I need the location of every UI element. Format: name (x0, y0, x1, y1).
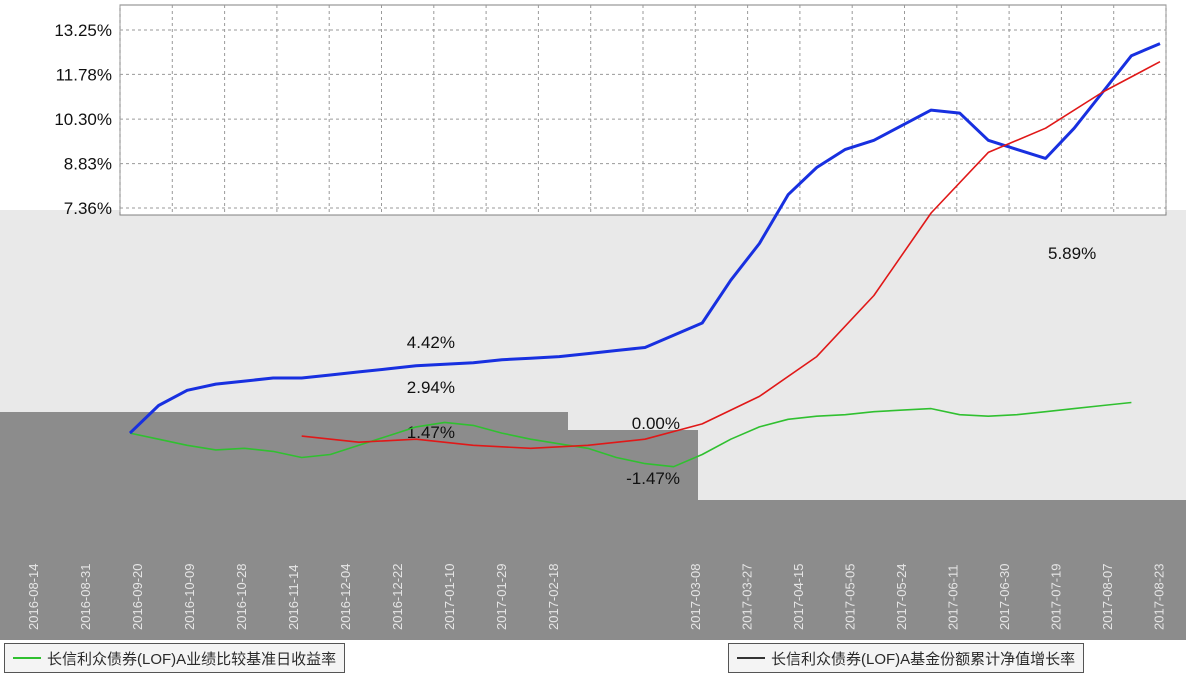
x-tick-label: 2017-01-29 (494, 564, 509, 631)
x-tick-layer: 2016-08-14 2016-08-31 2016-09-20 2016-10-09… (26, 564, 1167, 631)
legend-swatch-benchmark (13, 657, 41, 659)
gray-block-right (698, 500, 1186, 640)
x-tick-label: 2017-06-30 (997, 564, 1012, 631)
gray-block-mid (568, 430, 698, 508)
y-tick-label: -1.47% (626, 469, 680, 488)
gray-block-left (0, 412, 568, 508)
x-tick-label: 2017-04-15 (791, 564, 806, 631)
x-tick-label: 2017-03-08 (688, 564, 703, 631)
series-layer (128, 42, 1161, 468)
y-tick-label: 0.00% (632, 414, 680, 433)
x-tick-label: 2016-11-14 (286, 564, 301, 630)
x-tick-label: 2016-12-22 (390, 564, 405, 631)
gray-block-lower (0, 508, 698, 640)
series-line-1 (128, 42, 1161, 435)
y-tick-label: 1.47% (407, 423, 455, 442)
x-tick-label: 2017-05-24 (894, 564, 909, 631)
y-tick-label: 11.78% (56, 65, 112, 84)
y-tick-label: 10.30% (54, 110, 112, 129)
x-tick-label: 2017-08-07 (1100, 564, 1115, 631)
grid-layer (119, 5, 1167, 212)
legend-swatch-fund (737, 657, 765, 659)
legend-left: 长信利众债券(LOF)A业绩比较基准日收益率 (4, 643, 346, 673)
x-tick-label: 2016-08-31 (78, 564, 93, 631)
series-line-2 (301, 60, 1161, 450)
x-tick-label: 2016-09-20 (130, 564, 145, 631)
y-tick-label: 2.94% (407, 378, 455, 397)
x-tick-label: 2017-02-18 (546, 564, 561, 631)
x-tick-label: 2017-03-27 (740, 564, 755, 631)
y-tick-label: 4.42% (407, 333, 455, 352)
legend-right: 长信利众债券(LOF)A基金份额累计净值增长率 (728, 643, 1085, 673)
series-line-0 (129, 401, 1132, 468)
x-tick-label: 2017-08-23 (1152, 564, 1167, 631)
x-tick-label: 2017-01-10 (442, 564, 457, 631)
x-tick-label: 2016-10-28 (234, 564, 249, 631)
x-tick-label: 2016-12-04 (338, 564, 353, 631)
y-tick-layer: 13.25% 11.78% 10.30% 8.83% 7.36% 4.42% 2.94% 1.… (54, 21, 1096, 488)
x-tick-label: 2016-08-14 (26, 564, 41, 631)
x-tick-label: 2016-10-09 (182, 564, 197, 631)
y-tick-label: 13.25% (54, 21, 112, 40)
y-tick-label: 5.89% (1048, 244, 1096, 263)
x-tick-label: 2017-07-19 (1049, 564, 1064, 631)
legend-label-fund: 长信利众债券(LOF)A基金份额累计净值增长率 (771, 650, 1076, 668)
legend-label-benchmark: 长信利众债券(LOF)A业绩比较基准日收益率 (47, 650, 337, 668)
x-tick-label: 2017-06-11 (946, 564, 961, 630)
y-tick-label: 7.36% (64, 199, 112, 218)
x-tick-label: 2017-05-05 (843, 564, 858, 631)
y-tick-label: 8.83% (64, 155, 112, 174)
